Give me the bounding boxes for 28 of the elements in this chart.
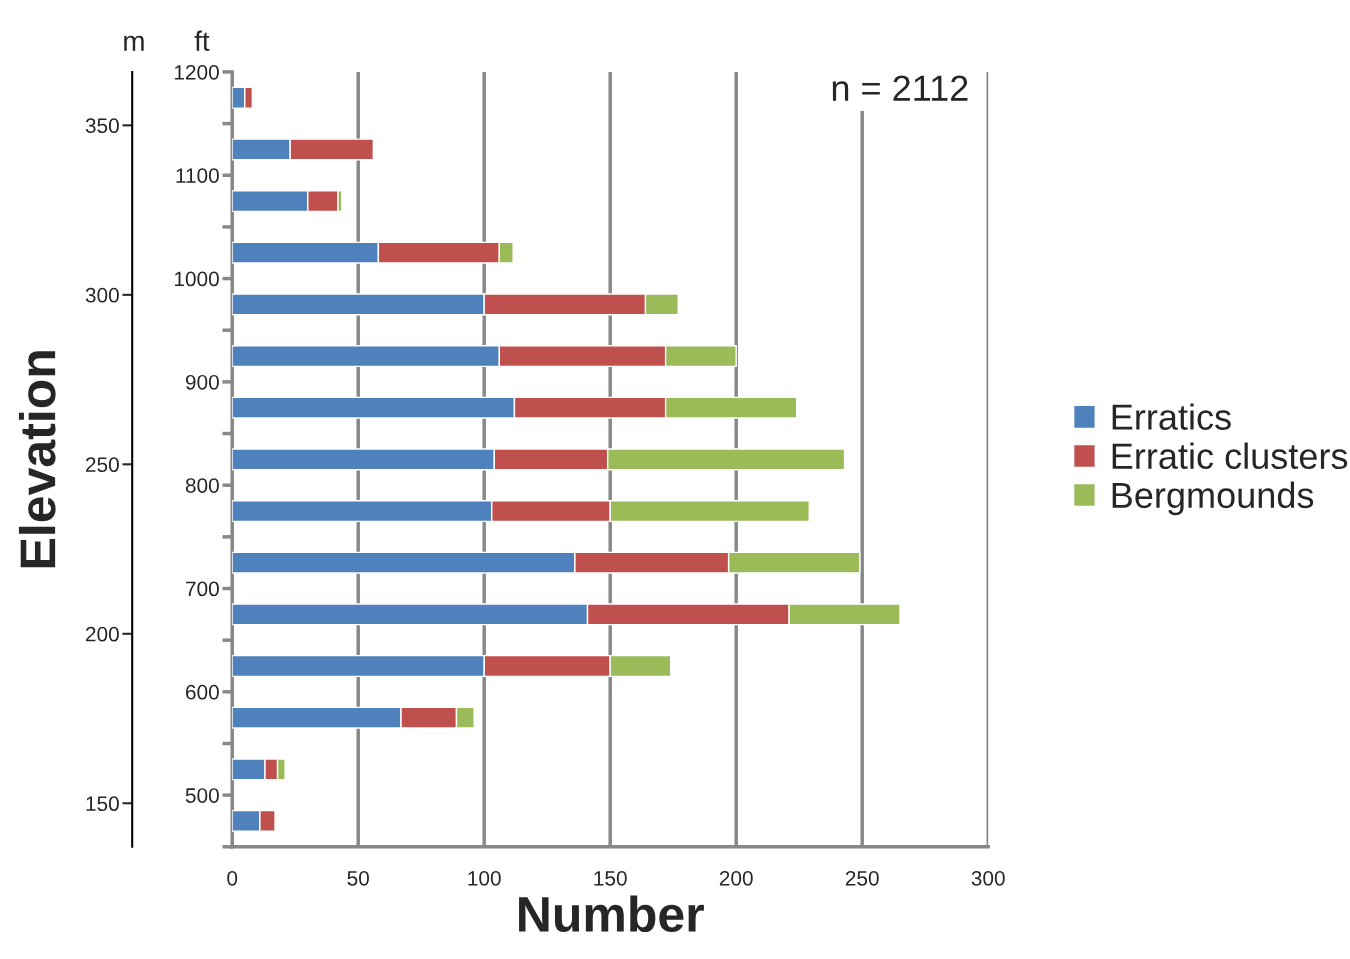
y-tick-label: 1200 [174,64,219,80]
text: m [124,35,144,51]
x-tick-label: 50 [347,870,369,886]
x-axis-title: Number [519,895,704,933]
y-tick-label: 600 [186,684,219,700]
y2-tick-label: 250 [85,457,119,473]
x-tick-label: 300 [971,870,1005,886]
y-axis-title: ft [194,30,210,51]
legend-label: Erratic clusters [1112,442,1348,470]
annotation: n = 2112 [832,75,968,101]
x-tick-label: 250 [845,870,879,886]
y2-tick-label: 150 [86,796,119,812]
y2-axis-title: Elevation [18,351,56,568]
y2-tick-label: 300 [85,287,119,303]
y-tick-label: 700 [186,581,219,597]
x-tick-label: 0 [227,870,238,886]
y-tick-label: 800 [185,478,219,493]
x-tick-label: 150 [594,870,627,886]
legend-label: Erratics [1112,403,1231,430]
y2-tick-label: 200 [85,626,119,642]
y-tick-label: 500 [185,788,219,803]
y-tick-label: 900 [185,374,219,390]
legend-label: Bergmounds [1112,481,1314,516]
y-tick-label: 1100 [176,168,219,183]
x-tick-label: 200 [719,870,753,886]
y2-tick-label: 350 [85,118,119,134]
y-tick-label: 1000 [174,271,219,287]
x-tick-label: 100 [468,870,501,886]
